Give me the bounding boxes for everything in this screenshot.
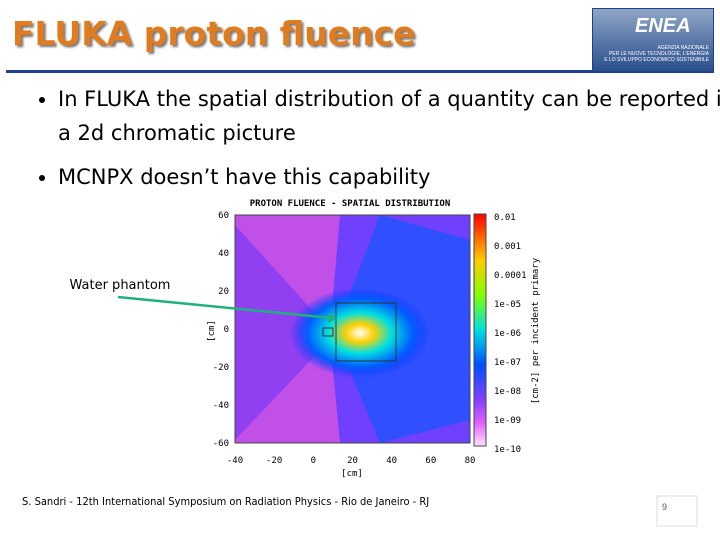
y-tick-label: 60 [218, 211, 229, 221]
logo: ENEA AGENZIA NAZIONALE PER LE NUOVE TECN… [592, 8, 714, 72]
header [6, 4, 714, 73]
x-tick-label: 20 [347, 456, 358, 466]
bullet-list: In FLUKA the spatial distribution of a q… [22, 82, 720, 204]
x-axis-label: [cm] [341, 469, 363, 479]
figure-title: PROTON FLUENCE - SPATIAL DISTRIBUTION [250, 199, 450, 209]
colorbar-tick-label: 0.0001 [494, 271, 527, 281]
x-tick-label: 0 [311, 456, 316, 466]
y-tick-label: 40 [218, 249, 229, 259]
colorbar-tick-label: 1e-09 [494, 416, 521, 426]
x-tick-label: 80 [465, 456, 476, 466]
x-tick-label: -40 [227, 456, 243, 466]
logo-caption-line: PER LE NUOVE TECNOLOGIE, L'ENERGIA [608, 51, 709, 57]
bullet: MCNPX doesn’t have this capability [58, 160, 720, 194]
annotation-arrow [117, 295, 333, 320]
source-outline [322, 327, 334, 337]
colorbar [473, 213, 487, 447]
colorbar-tick-label: 1e-06 [494, 329, 521, 339]
footer-citation: S. Sandri - 12th International Symposium… [22, 495, 430, 508]
annotation: Water phantom [70, 278, 171, 293]
page-box [656, 495, 698, 527]
bullet: In FLUKA the spatial distribution of a q… [58, 82, 720, 150]
y-tick-label: -20 [213, 363, 229, 373]
plot-frame [234, 214, 471, 444]
heatmap-region [235, 225, 330, 440]
logo-caption: AGENZIA NAZIONALE PER LE NUOVE TECNOLOGI… [599, 45, 709, 63]
logo-caption-line: E LO SVILUPPO ECONOMICO SOSTENIBILE [604, 57, 709, 63]
colorbar-label: [cm-2] per incident primary [531, 257, 541, 404]
colorbar-tick-label: 1e-08 [494, 387, 521, 397]
y-tick-label: 20 [218, 287, 229, 297]
phantom-outline [335, 302, 397, 362]
logo-caption-line: AGENZIA NAZIONALE [657, 45, 709, 51]
y-tick-label: 0 [224, 325, 229, 335]
y-axis-label: [cm] [207, 320, 217, 342]
colorbar-tick-label: 0.001 [494, 242, 521, 252]
x-tick-label: 40 [386, 456, 397, 466]
colorbar-tick-label: 1e-07 [494, 358, 521, 368]
slide-title: FLUKA proton fluence [12, 14, 416, 53]
heatmap-beam [290, 288, 430, 378]
colorbar-tick-label: 1e-05 [494, 300, 521, 310]
page-number: 9 [662, 502, 668, 512]
x-tick-label: -20 [266, 456, 282, 466]
y-tick-label: -60 [213, 439, 229, 449]
arrow-head [328, 313, 338, 323]
colorbar-tick-label: 0.01 [494, 213, 516, 223]
logo-text: ENEA [635, 15, 691, 37]
colorbar-tick-label: 1e-10 [494, 445, 521, 455]
x-tick-label: 60 [425, 456, 436, 466]
y-tick-label: -40 [213, 401, 229, 411]
